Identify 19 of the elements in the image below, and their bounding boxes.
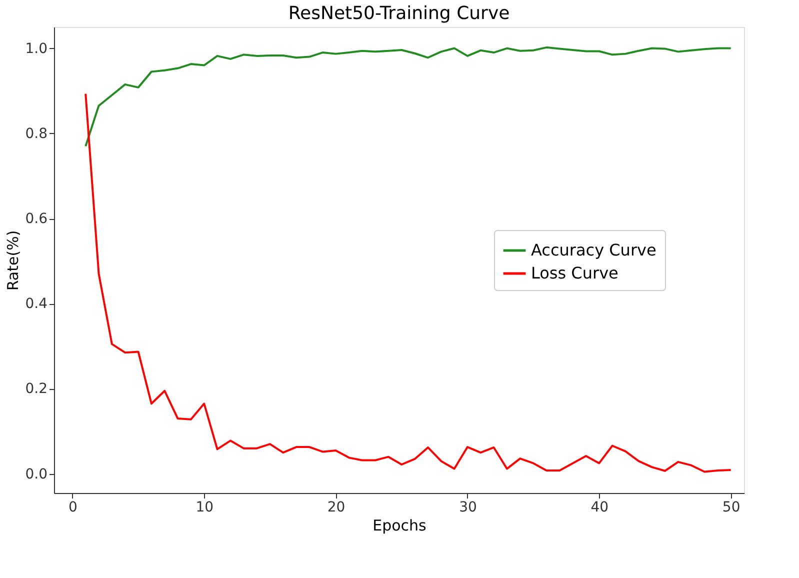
- x-tick-label: 50: [722, 500, 740, 516]
- x-tick-label: 10: [196, 500, 214, 516]
- line-series: [84, 92, 732, 473]
- y-tick-label: 1.0: [25, 40, 48, 57]
- y-tick-label: 0.4: [25, 296, 48, 312]
- x-axis-title: Epochs: [372, 516, 427, 534]
- y-axis-title: Rate(%): [4, 230, 22, 291]
- x-tick-label: 40: [590, 500, 609, 516]
- legend-label: Loss Curve: [531, 264, 618, 282]
- y-tick-label: 0.0: [25, 466, 48, 482]
- y-tick-label: 0.8: [25, 126, 48, 142]
- x-tick-label: 30: [459, 500, 477, 516]
- legend-label: Accuracy Curve: [531, 240, 656, 260]
- y-tick-label: 0.2: [25, 381, 48, 398]
- line-series: [84, 46, 732, 148]
- x-tick-label: 20: [327, 500, 346, 516]
- y-tick-label: 0.6: [25, 211, 48, 228]
- chart-title: ResNet50-Training Curve: [288, 3, 510, 24]
- x-tick-label: 0: [68, 500, 78, 516]
